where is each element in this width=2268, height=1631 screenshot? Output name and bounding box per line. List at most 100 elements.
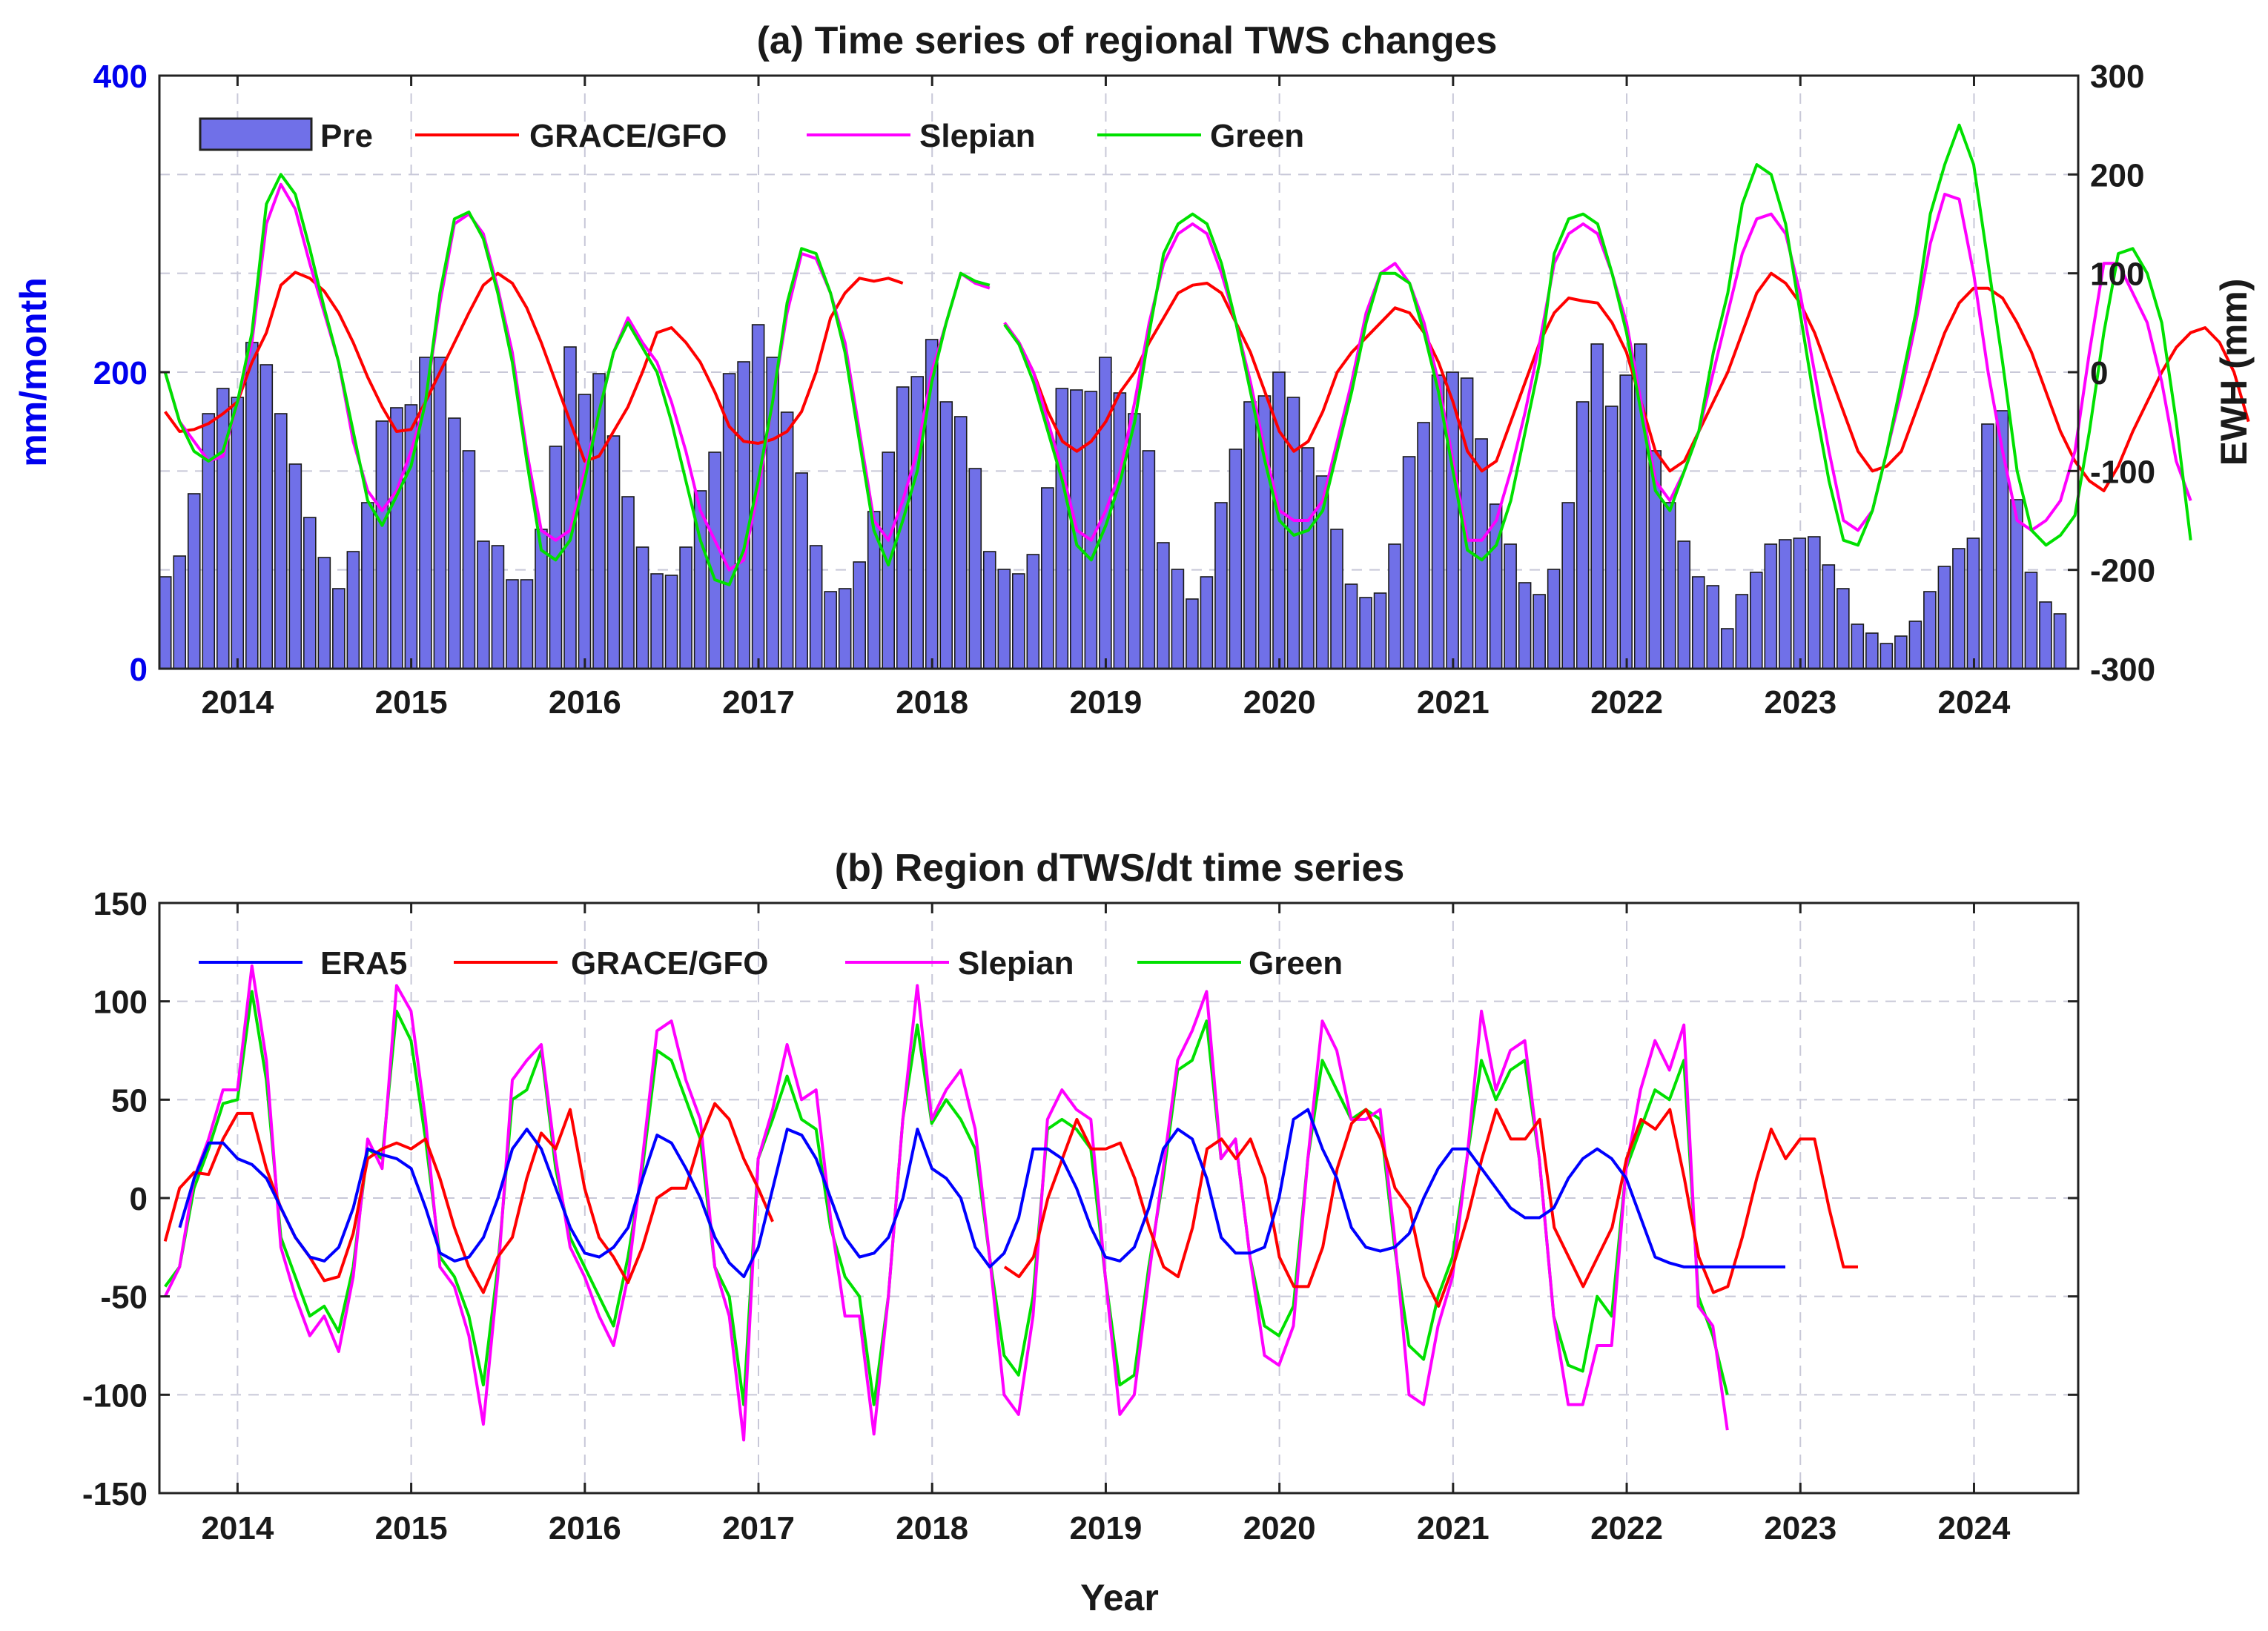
pre-bar bbox=[1808, 536, 1821, 669]
pre-bar bbox=[1836, 588, 1850, 669]
x-tick-b: 2024 bbox=[1938, 1510, 2011, 1546]
pre-bar bbox=[332, 588, 346, 669]
left-axis-label: mm/month bbox=[13, 277, 54, 467]
pre-bar bbox=[317, 557, 331, 669]
right-axis-label: EWH (mm) bbox=[2213, 279, 2255, 466]
pre-bar bbox=[1981, 423, 1994, 669]
pre-bar bbox=[462, 450, 476, 669]
pre-bar bbox=[1735, 594, 1749, 669]
pre-bar bbox=[1894, 635, 1908, 669]
legend-a-grace: GRACE/GFO bbox=[529, 118, 727, 154]
pre-bar bbox=[1604, 406, 1619, 669]
chart-a-title: (a) Time series of regional TWS changes bbox=[757, 19, 1498, 62]
pre-bar bbox=[1533, 594, 1546, 669]
series-a-grace-gfo bbox=[1003, 271, 2250, 492]
pre-bar bbox=[982, 551, 996, 669]
chart-b-title: (b) Region dTWS/dt time series bbox=[835, 847, 1405, 890]
pre-bar bbox=[1171, 569, 1185, 669]
y-tick-b: 150 bbox=[93, 886, 148, 922]
pre-bar bbox=[1157, 542, 1170, 669]
series-a-slepian bbox=[1003, 193, 2192, 542]
pre-bar bbox=[448, 417, 461, 669]
pre-bar bbox=[2024, 572, 2038, 669]
x-tick-b: 2016 bbox=[549, 1510, 621, 1546]
pre-bar bbox=[1764, 543, 1778, 669]
x-tick-b: 2014 bbox=[201, 1510, 274, 1546]
pre-bar bbox=[1720, 628, 1734, 669]
pre-bar bbox=[1547, 569, 1561, 669]
pre-bar bbox=[288, 463, 302, 669]
pre-bar bbox=[1301, 447, 1315, 669]
x-tick-a: 2017 bbox=[722, 684, 795, 721]
pre-bar bbox=[1011, 573, 1025, 669]
pre-bar bbox=[1590, 343, 1604, 669]
pre-bar bbox=[1937, 566, 1951, 669]
pre-bar bbox=[231, 397, 245, 669]
pre-bar bbox=[1706, 585, 1720, 669]
pre-bar bbox=[650, 573, 664, 669]
pre-bar bbox=[896, 386, 910, 669]
y-right-tick-a: -100 bbox=[2090, 454, 2155, 490]
x-tick-b: 2023 bbox=[1764, 1510, 1836, 1546]
pre-bar bbox=[679, 546, 692, 669]
x-tick-b: 2019 bbox=[1069, 1510, 1142, 1546]
series-a-slepian bbox=[163, 182, 991, 572]
pre-bar bbox=[708, 451, 721, 669]
pre-bar bbox=[2053, 613, 2067, 669]
pre-bar bbox=[1619, 374, 1633, 669]
x-tick-b: 2017 bbox=[722, 1510, 795, 1546]
series-a-green bbox=[163, 173, 991, 586]
pre-bar bbox=[853, 561, 866, 669]
pre-bar bbox=[491, 545, 505, 669]
legend-b-green: Green bbox=[1249, 945, 1343, 982]
pre-bar bbox=[968, 468, 982, 669]
series-a-grace-gfo bbox=[164, 271, 904, 463]
pre-bar bbox=[1475, 438, 1488, 669]
pre-bar bbox=[809, 545, 823, 669]
pre-bar bbox=[202, 413, 216, 669]
pre-bar bbox=[1518, 582, 1532, 669]
x-tick-a: 2018 bbox=[896, 684, 968, 721]
legend-b: ERA5 GRACE/GFO Slepian Green bbox=[199, 945, 1343, 982]
pre-bar bbox=[245, 342, 259, 669]
pre-bar bbox=[433, 357, 447, 669]
pre-bar bbox=[997, 569, 1011, 669]
pre-bar bbox=[838, 588, 852, 669]
pre-bar bbox=[606, 435, 621, 669]
pre-bar bbox=[1908, 621, 1922, 669]
legend-b-slepian: Slepian bbox=[958, 945, 1074, 982]
pre-bar bbox=[1026, 554, 1040, 669]
x-tick-a: 2016 bbox=[549, 684, 621, 721]
pre-bar bbox=[1402, 456, 1416, 669]
pre-bar bbox=[780, 411, 794, 669]
x-tick-b: 2021 bbox=[1417, 1510, 1490, 1546]
pre-bar bbox=[664, 575, 678, 669]
y-tick-b: -100 bbox=[82, 1377, 148, 1414]
y-tick-b: -150 bbox=[82, 1476, 148, 1512]
series-b-grace-gfo bbox=[163, 1102, 774, 1294]
x-tick-a: 2024 bbox=[1938, 684, 2011, 721]
pre-bar bbox=[1691, 576, 1705, 669]
y-tick-b: 50 bbox=[111, 1082, 148, 1119]
y-left-tick-a: 0 bbox=[130, 652, 148, 688]
y-right-tick-a: 100 bbox=[2090, 257, 2144, 293]
pre-bar bbox=[737, 361, 750, 669]
legend-a-swatch-pre bbox=[199, 117, 313, 151]
pre-bar bbox=[1344, 583, 1358, 669]
pre-bar bbox=[1793, 537, 1807, 669]
pre-bar bbox=[520, 579, 534, 669]
pre-bar bbox=[1186, 598, 1199, 669]
x-tick-b: 2015 bbox=[375, 1510, 448, 1546]
legend-b-era5: ERA5 bbox=[320, 945, 407, 982]
x-tick-b: 2020 bbox=[1243, 1510, 1316, 1546]
x-tick-a: 2021 bbox=[1417, 684, 1490, 721]
y-right-tick-a: 300 bbox=[2090, 59, 2144, 95]
x-axis-label: Year bbox=[1080, 1577, 1159, 1618]
legend-a: Pre GRACE/GFO Slepian Green bbox=[199, 117, 1304, 154]
pre-bar bbox=[1662, 502, 1676, 669]
legend-b-grace: GRACE/GFO bbox=[571, 945, 768, 982]
pre-bar bbox=[1373, 592, 1387, 669]
x-tick-a: 2020 bbox=[1243, 684, 1316, 721]
pre-bar bbox=[158, 576, 172, 669]
